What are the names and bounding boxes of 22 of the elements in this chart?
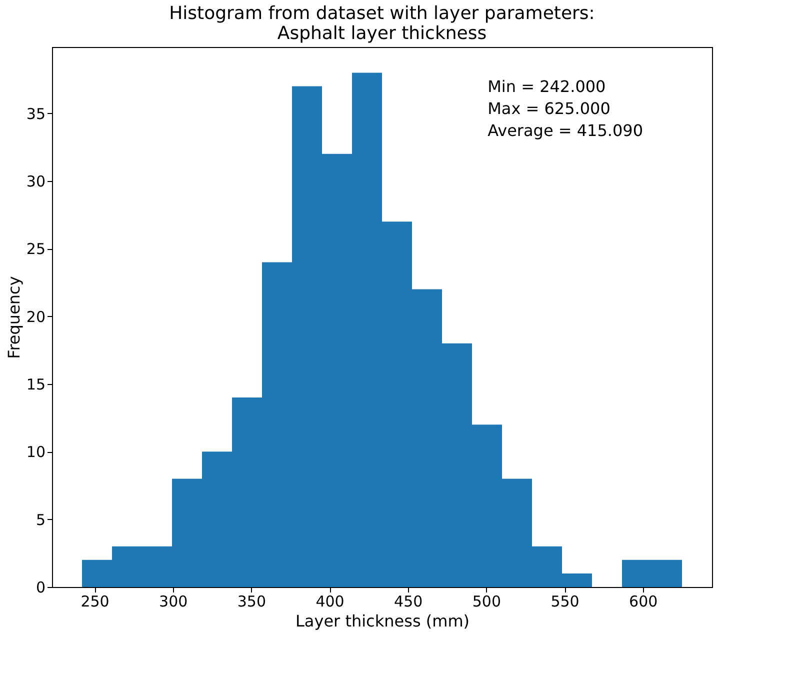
y-tick-label: 35	[26, 104, 46, 123]
annotation: Max = 625.000	[488, 99, 610, 118]
y-tick-label: 15	[26, 375, 46, 394]
annotation: Min = 242.000	[488, 77, 606, 96]
x-tick-label: 250	[80, 592, 110, 610]
x-tick-label: 350	[237, 592, 266, 610]
y-tick-label: 20	[26, 308, 46, 326]
x-tick-label: 550	[550, 592, 580, 610]
x-axis-title: Layer thickness (mm)	[295, 612, 470, 630]
y-axis-title: Frequency	[4, 276, 24, 359]
x-tick-label: 450	[394, 592, 423, 610]
annotation: Average = 415.090	[488, 121, 644, 140]
x-tick-label: 500	[472, 592, 501, 610]
x-tick-label: 400	[316, 592, 344, 610]
y-tick-label: 0	[36, 578, 46, 596]
chart-title: Histogram from dataset with layer parameters: Asphalt layer thickness	[169, 3, 595, 44]
y-tick-label: 25	[26, 240, 46, 258]
y-tick-label: 30	[26, 172, 46, 190]
x-tick-label: 300	[159, 592, 188, 610]
y-tick-label: 10	[26, 443, 46, 462]
y-tick-label: 5	[36, 510, 46, 529]
x-tick-label: 600	[629, 592, 658, 610]
